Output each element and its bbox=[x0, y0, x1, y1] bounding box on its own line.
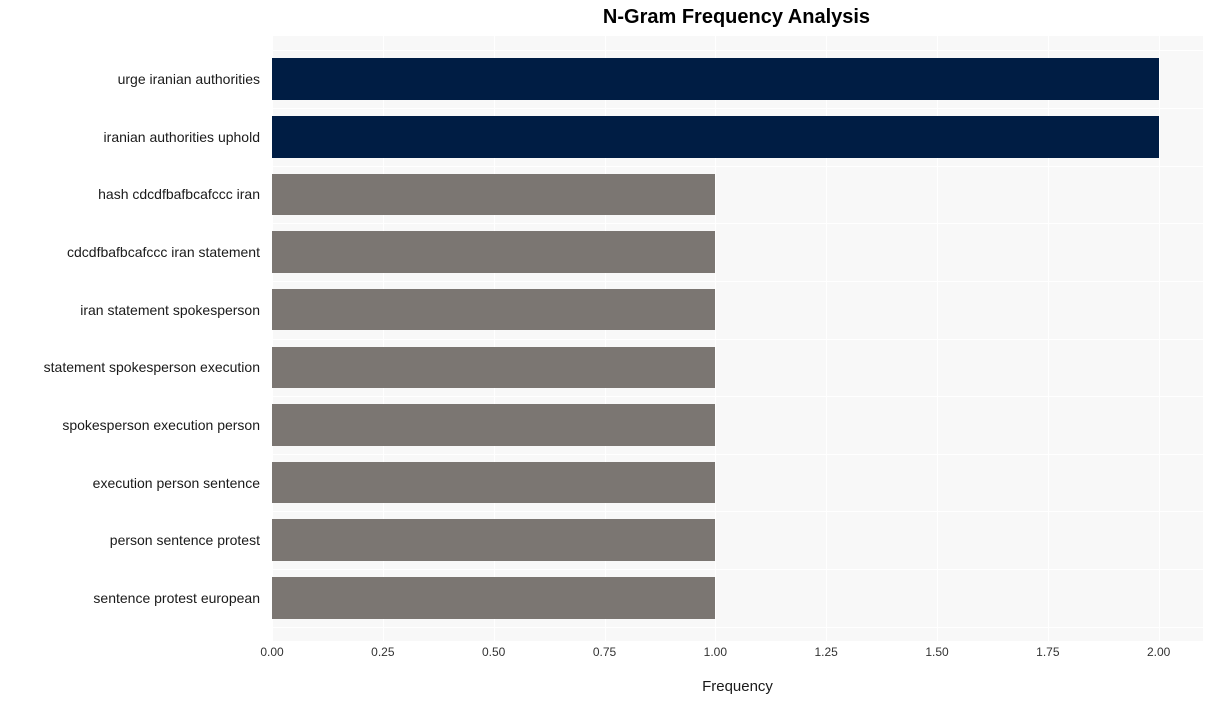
y-tick-label: statement spokesperson execution bbox=[44, 359, 260, 375]
y-tick-label: sentence protest european bbox=[93, 590, 260, 606]
y-tick-label: hash cdcdfbafbcafccc iran bbox=[98, 186, 260, 202]
chart-title: N-Gram Frequency Analysis bbox=[0, 0, 1211, 29]
bar bbox=[272, 347, 715, 388]
row-separator bbox=[272, 511, 1203, 512]
row-separator bbox=[272, 569, 1203, 570]
x-tick-label: 0.00 bbox=[260, 645, 283, 659]
row-separator bbox=[272, 396, 1203, 397]
y-tick-label: iran statement spokesperson bbox=[80, 302, 260, 318]
y-tick-label: iranian authorities uphold bbox=[104, 129, 260, 145]
bar bbox=[272, 404, 715, 445]
x-tick-label: 0.25 bbox=[371, 645, 394, 659]
y-axis-labels: urge iranian authorities iranian authorit… bbox=[0, 36, 268, 641]
bar bbox=[272, 462, 715, 503]
bar bbox=[272, 519, 715, 560]
plot-area bbox=[272, 36, 1203, 641]
x-tick-label: 1.50 bbox=[925, 645, 948, 659]
x-tick-label: 1.00 bbox=[704, 645, 727, 659]
y-tick-label: urge iranian authorities bbox=[118, 71, 260, 87]
bar bbox=[272, 577, 715, 618]
row-separator bbox=[272, 339, 1203, 340]
x-tick-label: 1.25 bbox=[814, 645, 837, 659]
y-tick-label: spokesperson execution person bbox=[62, 417, 260, 433]
bar bbox=[272, 174, 715, 215]
row-separator bbox=[272, 281, 1203, 282]
x-tick-label: 0.75 bbox=[593, 645, 616, 659]
x-tick-label: 2.00 bbox=[1147, 645, 1170, 659]
y-tick-label: execution person sentence bbox=[93, 475, 260, 491]
ngram-chart: N-Gram Frequency Analysis urge iranian a… bbox=[0, 0, 1211, 701]
row-separator bbox=[272, 108, 1203, 109]
row-separator bbox=[272, 454, 1203, 455]
x-axis-ticks: 0.000.250.500.751.001.251.501.752.00 bbox=[272, 645, 1203, 665]
x-tick-label: 0.50 bbox=[482, 645, 505, 659]
bar bbox=[272, 116, 1159, 157]
bar bbox=[272, 58, 1159, 99]
x-axis-label: Frequency bbox=[272, 678, 1203, 695]
bar bbox=[272, 231, 715, 272]
x-tick-label: 1.75 bbox=[1036, 645, 1059, 659]
row-separator bbox=[272, 223, 1203, 224]
row-separator bbox=[272, 627, 1203, 628]
y-tick-label: cdcdfbafbcafccc iran statement bbox=[67, 244, 260, 260]
row-separator bbox=[272, 166, 1203, 167]
bar bbox=[272, 289, 715, 330]
y-tick-label: person sentence protest bbox=[110, 532, 260, 548]
row-separator bbox=[272, 50, 1203, 51]
